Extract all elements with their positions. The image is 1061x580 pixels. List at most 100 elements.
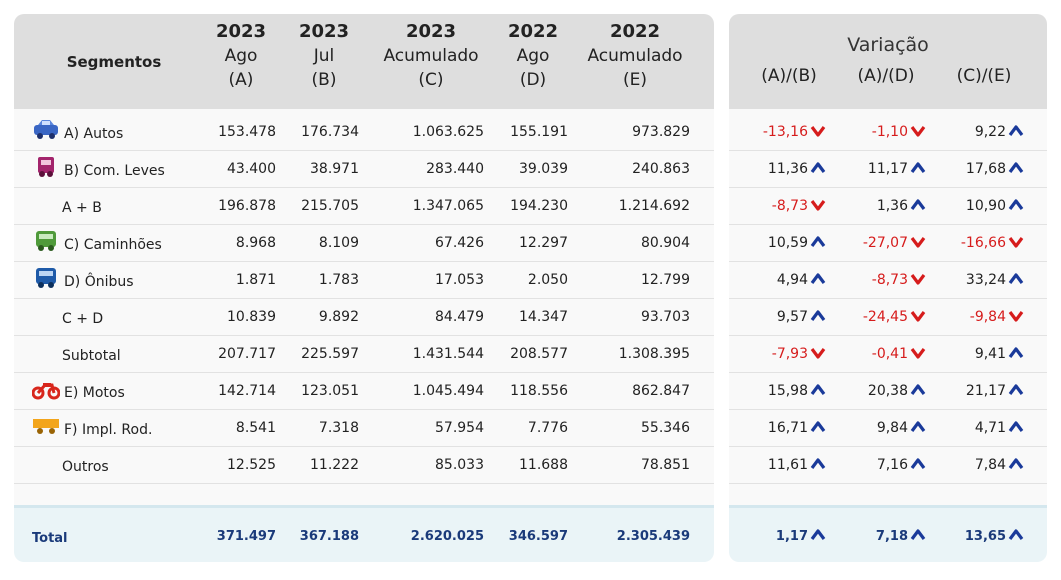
segment-label: F) Impl. Rod.: [64, 422, 153, 438]
variation-number: 17,68: [965, 161, 1006, 177]
variacao-body-background: [729, 109, 1047, 512]
variacao-row: 11,36 11,17 17,68: [729, 151, 1047, 188]
value-b: 123.051: [301, 383, 359, 399]
variation-number: 10,90: [965, 198, 1006, 214]
value-c: 85.033: [435, 457, 484, 473]
total-row-background: [14, 508, 714, 562]
segment-label: C + D: [62, 311, 104, 327]
header-col-d-year: 2022: [507, 21, 559, 42]
variation-number: 20,38: [867, 383, 908, 399]
variacao-row: 10,59 -27,07 -16,66: [729, 225, 1047, 262]
value-a: 1.871: [235, 272, 276, 288]
arrow-up-icon: [1008, 458, 1024, 469]
variation-value: 15,98: [742, 383, 826, 399]
arrow-up-icon: [810, 458, 826, 469]
variation-number: -8,73: [771, 198, 808, 214]
variacao-row: 4,94 -8,73 33,24: [729, 262, 1047, 299]
variacao-row: 11,61 7,16 7,84: [729, 447, 1047, 484]
value-a: 142.714: [218, 383, 276, 399]
arrow-up-icon: [810, 236, 826, 247]
motorcycle-icon: [31, 377, 61, 401]
arrow-up-icon: [1008, 384, 1024, 395]
variacao-title: Variação: [847, 34, 929, 56]
value-e: 78.851: [641, 457, 690, 473]
variation-number: -8,73: [871, 272, 908, 288]
value-c: 1.063.625: [412, 124, 484, 140]
arrow-down-icon: [1008, 311, 1024, 322]
arrow-up-icon: [1008, 125, 1024, 136]
header-col-a: 2023 Ago (A): [206, 20, 276, 92]
variation-number: -0,41: [871, 346, 908, 362]
arrow-up-icon: [1008, 199, 1024, 210]
row-separator: [729, 483, 1047, 484]
value-c: 17.053: [435, 272, 484, 288]
total-divider: [14, 505, 714, 508]
value-c: 84.479: [435, 309, 484, 325]
header-segmentos: Segmentos: [66, 53, 162, 71]
value-a: 8.968: [235, 235, 276, 251]
value-c: 1.045.494: [412, 383, 484, 399]
arrow-up-icon: [910, 529, 926, 540]
row-separator: [729, 335, 1047, 336]
variation-number: 11,36: [767, 161, 808, 177]
value-b: 215.705: [301, 198, 359, 214]
variation-value: 9,57: [742, 309, 826, 325]
arrow-up-icon: [1008, 347, 1024, 358]
value-e: 862.847: [632, 383, 690, 399]
row-separator: [729, 150, 1047, 151]
variacao-panel: Variação (A)/(B) (A)/(D) (C)/(E) -13,16-…: [729, 14, 1047, 562]
row-separator: [14, 150, 714, 151]
header-col-b-key: (B): [311, 70, 337, 90]
value-d: 208.577: [510, 346, 568, 362]
variacao-row: 15,98 20,38 21,17: [729, 373, 1047, 410]
value-d: 155.191: [510, 124, 568, 140]
arrow-up-icon: [810, 529, 826, 540]
variation-value: 4,71: [940, 420, 1024, 436]
arrow-up-icon: [1008, 273, 1024, 284]
variation-number: 7,84: [974, 457, 1006, 473]
variation-value: 9,41: [940, 346, 1024, 362]
header-col-e-period: Acumulado: [587, 46, 683, 66]
value-e: 1.214.692: [618, 198, 690, 214]
light-truck-icon: [32, 155, 60, 179]
variation-value: -16,66: [940, 235, 1024, 251]
value-e: 80.904: [641, 235, 690, 251]
variation-number: -16,66: [960, 235, 1006, 251]
arrow-up-icon: [910, 384, 926, 395]
variation-number: 9,41: [974, 346, 1006, 362]
value-b: 8.109: [318, 235, 359, 251]
value-d: 118.556: [510, 383, 568, 399]
header-col-a-period: Ago: [224, 46, 258, 66]
arrow-up-icon: [1008, 162, 1024, 173]
variacao-total-background: [729, 508, 1047, 562]
table-row: C) Caminhões 8.968 8.109 67.426 12.297 80.904: [14, 225, 714, 262]
segment-label: D) Ônibus: [64, 274, 134, 290]
variation-number: 4,71: [974, 420, 1006, 436]
variacao-row: 16,71 9,84 4,71: [729, 410, 1047, 447]
table-row: A) Autos 153.478 176.734 1.063.625 155.191 97…: [14, 114, 714, 151]
bus-icon: [32, 266, 60, 290]
header-col-d: 2022 Ago (D): [498, 20, 568, 92]
total-row: Total 371.497 367.188 2.620.025 346.597 2.305…: [14, 519, 714, 556]
variation-number: -7,93: [771, 346, 808, 362]
table-row: B) Com. Leves 43.400 38.971 283.440 39.039 24…: [14, 151, 714, 188]
variation-number: 21,17: [965, 383, 1006, 399]
row-separator: [14, 224, 714, 225]
row-separator: [729, 298, 1047, 299]
variation-value: 10,59: [742, 235, 826, 251]
header-col-a-key: (A): [228, 70, 254, 90]
variation-value: 9,84: [842, 420, 926, 436]
value-a: 8.541: [235, 420, 276, 436]
arrow-up-icon: [1008, 529, 1024, 540]
variation-value: -13,16: [742, 124, 826, 140]
value-d: 39.039: [519, 161, 568, 177]
car-icon: [32, 118, 60, 142]
variation-value: -9,84: [940, 309, 1024, 325]
variation-value: 11,61: [742, 457, 826, 473]
value-a: 371.497: [216, 529, 276, 544]
arrow-down-icon: [910, 348, 926, 359]
variacao-row: -13,16 -1,10 9,22: [729, 114, 1047, 151]
row-separator: [14, 409, 714, 410]
header-col-b-year: 2023: [298, 21, 350, 42]
header-col-a-year: 2023: [215, 21, 267, 42]
